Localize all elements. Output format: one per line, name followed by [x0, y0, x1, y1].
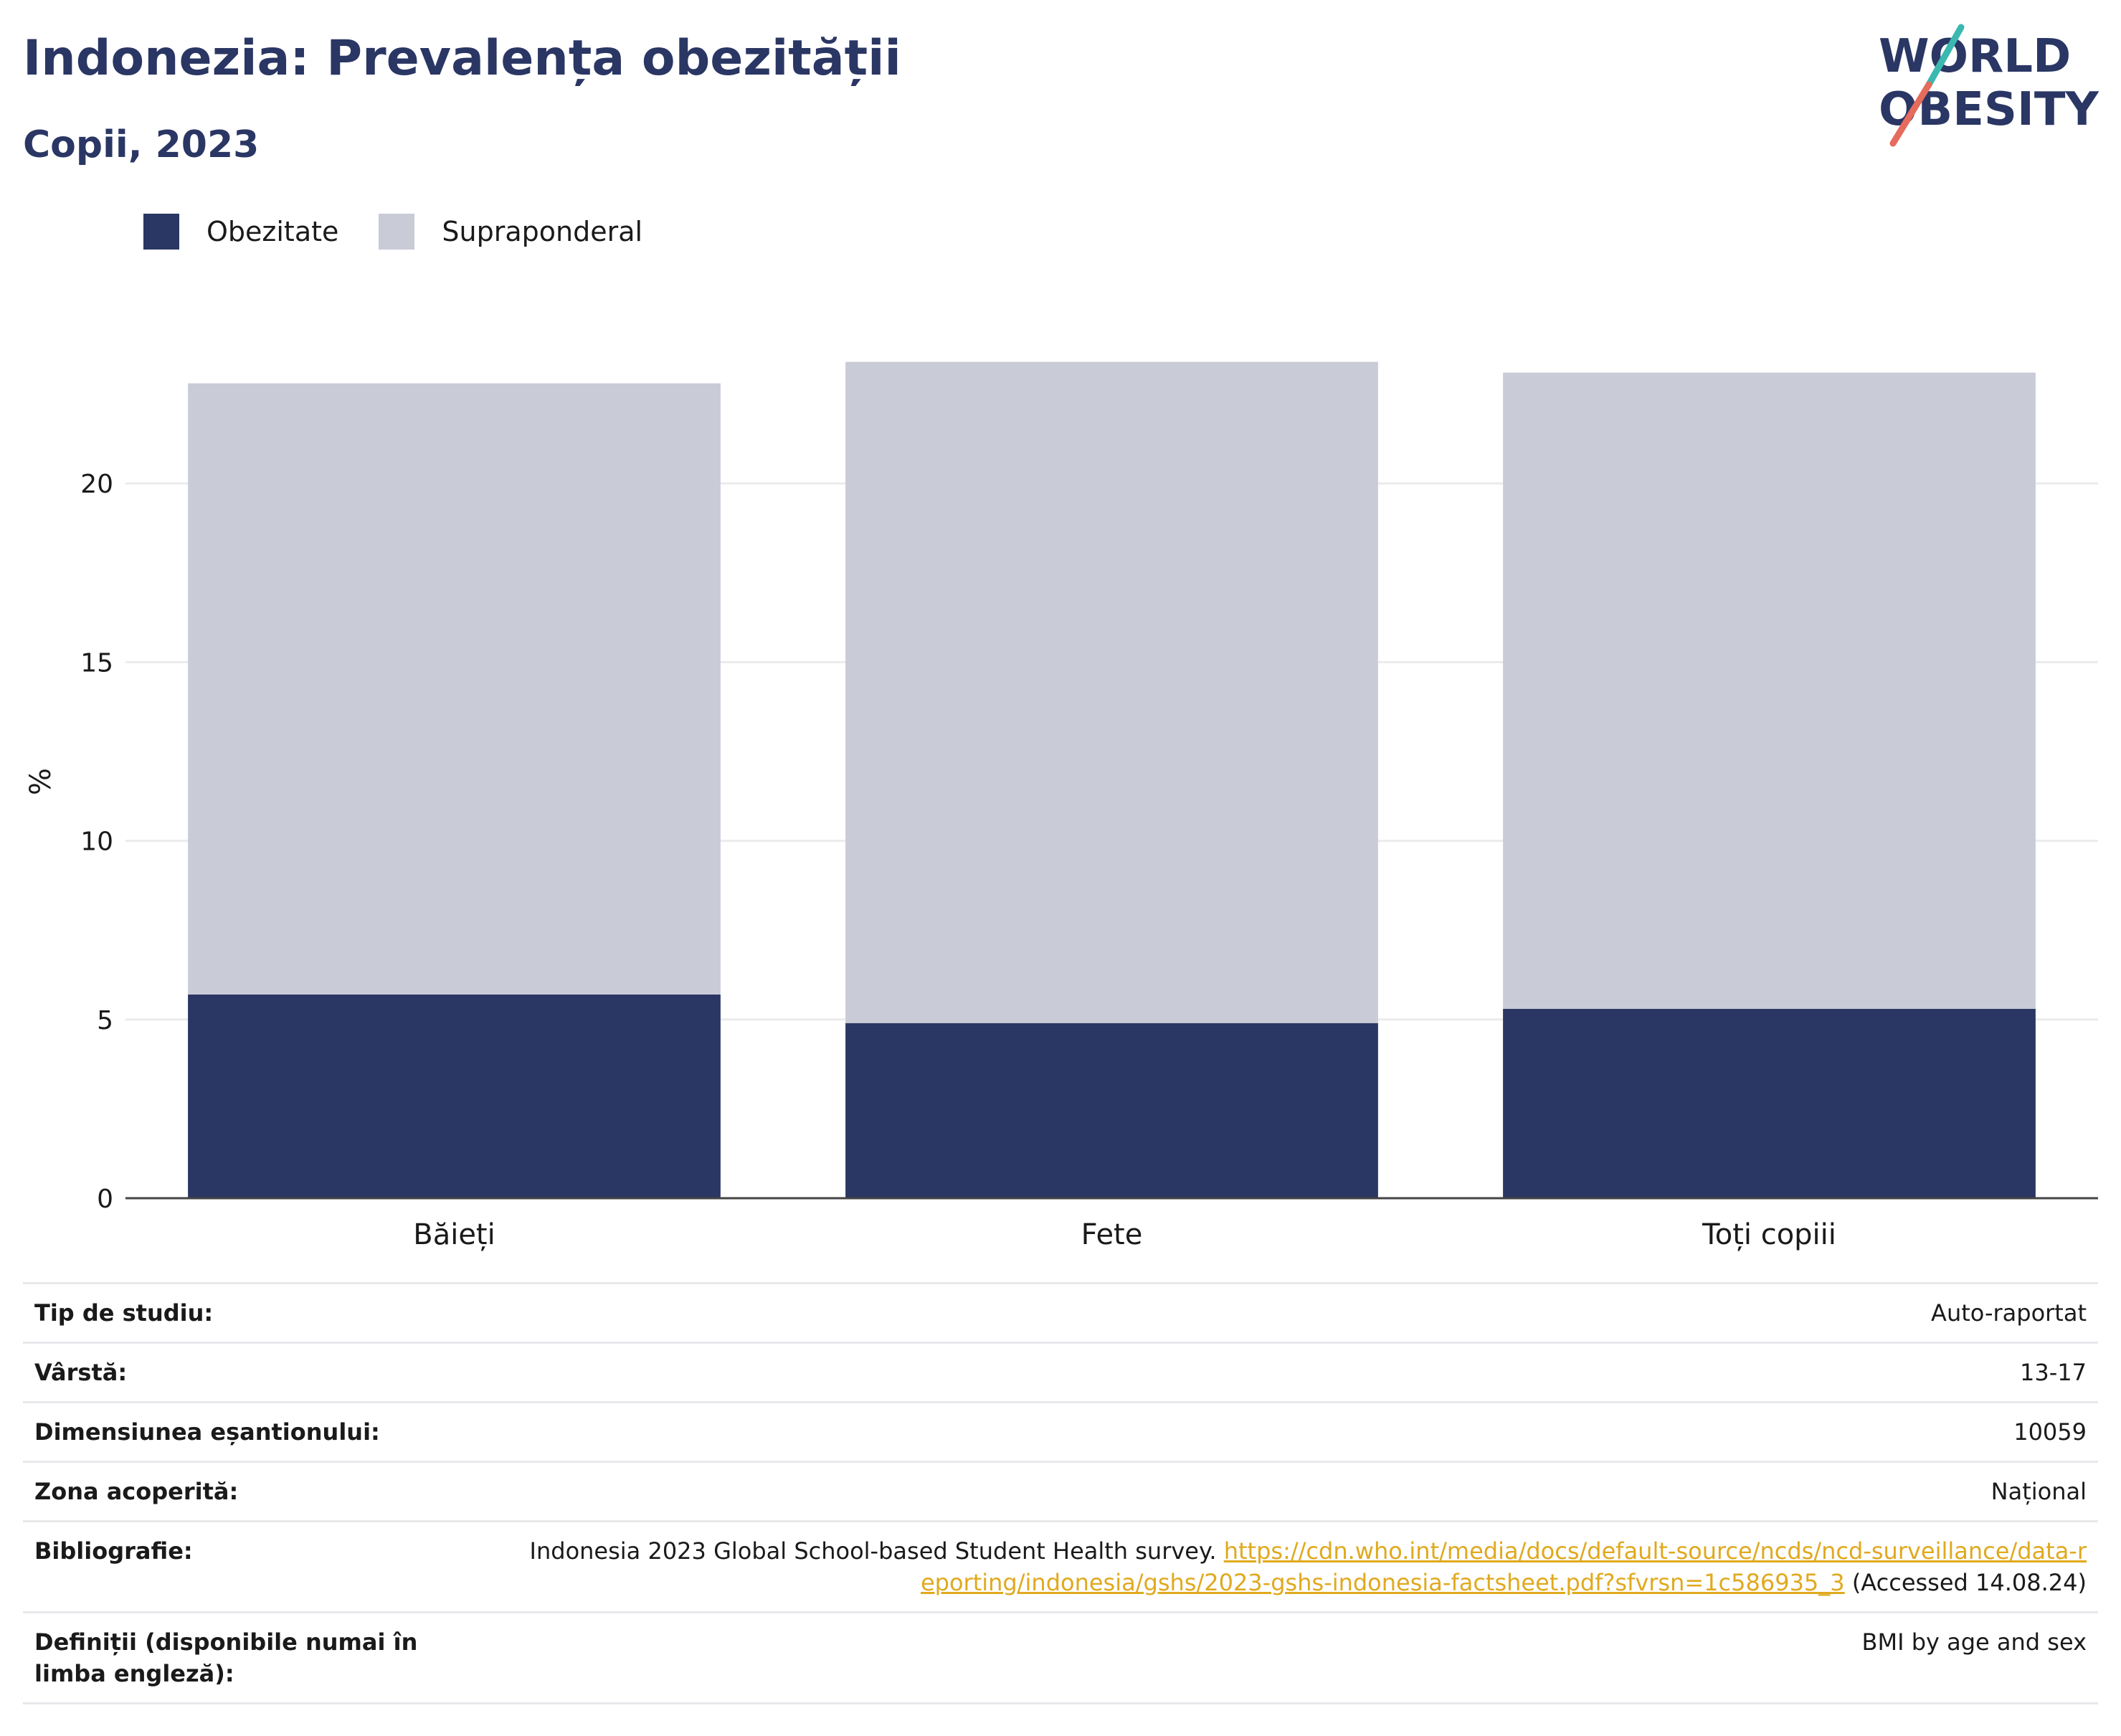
bar-obezitate	[1503, 1008, 2036, 1198]
info-value: Indonesia 2023 Global School-based Stude…	[505, 1520, 2098, 1613]
y-tick-label: 10	[80, 827, 113, 857]
table-row: Vârstă: 13-17	[23, 1342, 2098, 1403]
table-row: Zona acoperită: Național	[23, 1461, 2098, 1522]
bar-supraponderal	[845, 361, 1378, 1023]
x-tick-label: Băieți	[413, 1218, 495, 1251]
chart-legend: Obezitate Supraponderal	[143, 214, 683, 250]
legend-item-obezitate[interactable]: Obezitate	[143, 214, 338, 250]
table-row: Dimensiunea eșantionului: 10059	[23, 1401, 2098, 1462]
table-row: Definiții (disponibile numai în limba en…	[23, 1611, 2098, 1704]
table-row: Bibliografie: Indonesia 2023 Global Scho…	[23, 1520, 2098, 1613]
info-key: Vârstă:	[23, 1342, 505, 1403]
legend-swatch	[379, 214, 415, 250]
info-key: Dimensiunea eșantionului:	[23, 1401, 505, 1462]
study-info-table: Tip de studiu: Auto-raportat Vârstă: 13-…	[23, 1282, 2098, 1704]
legend-label: Obezitate	[207, 216, 339, 247]
info-value: 10059	[505, 1401, 2098, 1462]
logo-slash-bottom	[1889, 81, 1932, 147]
bar-supraponderal	[188, 383, 721, 995]
legend-item-supraponderal[interactable]: Supraponderal	[379, 214, 642, 250]
legend-label: Supraponderal	[442, 216, 643, 247]
info-value: Național	[505, 1461, 2098, 1522]
info-key: Zona acoperită:	[23, 1461, 505, 1522]
bar-obezitate	[188, 994, 721, 1198]
x-tick-label: Toți copiii	[1702, 1218, 1836, 1251]
table-row: Tip de studiu: Auto-raportat	[23, 1282, 2098, 1343]
y-tick-label: 5	[97, 1006, 113, 1035]
info-value: 13-17	[505, 1342, 2098, 1403]
info-key: Tip de studiu:	[23, 1282, 505, 1343]
logo-line1: WORLD	[1879, 30, 2071, 83]
legend-swatch	[143, 214, 179, 250]
info-key: Bibliografie:	[23, 1520, 505, 1613]
bibliography-link[interactable]: https://cdn.who.int/media/docs/default-s…	[920, 1537, 2087, 1596]
bibliography-text: Indonesia 2023 Global School-based Stude…	[529, 1537, 1224, 1565]
info-value: Auto-raportat	[505, 1282, 2098, 1343]
stacked-bar-chart: 0 5 10 15 20% Băieți Fete Toți copiii	[24, 361, 2098, 1251]
bar-supraponderal	[1503, 372, 2036, 1009]
info-key: Definiții (disponibile numai în limba en…	[23, 1611, 505, 1704]
bibliography-accessed: (Accessed 14.08.24)	[1844, 1569, 2087, 1596]
page-subtitle: Copii, 2023	[23, 123, 260, 166]
logo-slash-top	[1925, 24, 1965, 88]
y-tick-label: 15	[80, 648, 113, 678]
info-value: BMI by age and sex	[505, 1611, 2098, 1704]
y-tick-label: 0	[97, 1185, 113, 1214]
world-obesity-logo: WORLD OBESITY	[1879, 24, 2099, 147]
page-title: Indonezia: Prevalența obezității	[23, 30, 901, 87]
y-axis-title: %	[24, 768, 57, 795]
x-tick-label: Fete	[1081, 1218, 1143, 1251]
bar-obezitate	[845, 1023, 1378, 1198]
y-tick-label: 20	[80, 470, 113, 499]
